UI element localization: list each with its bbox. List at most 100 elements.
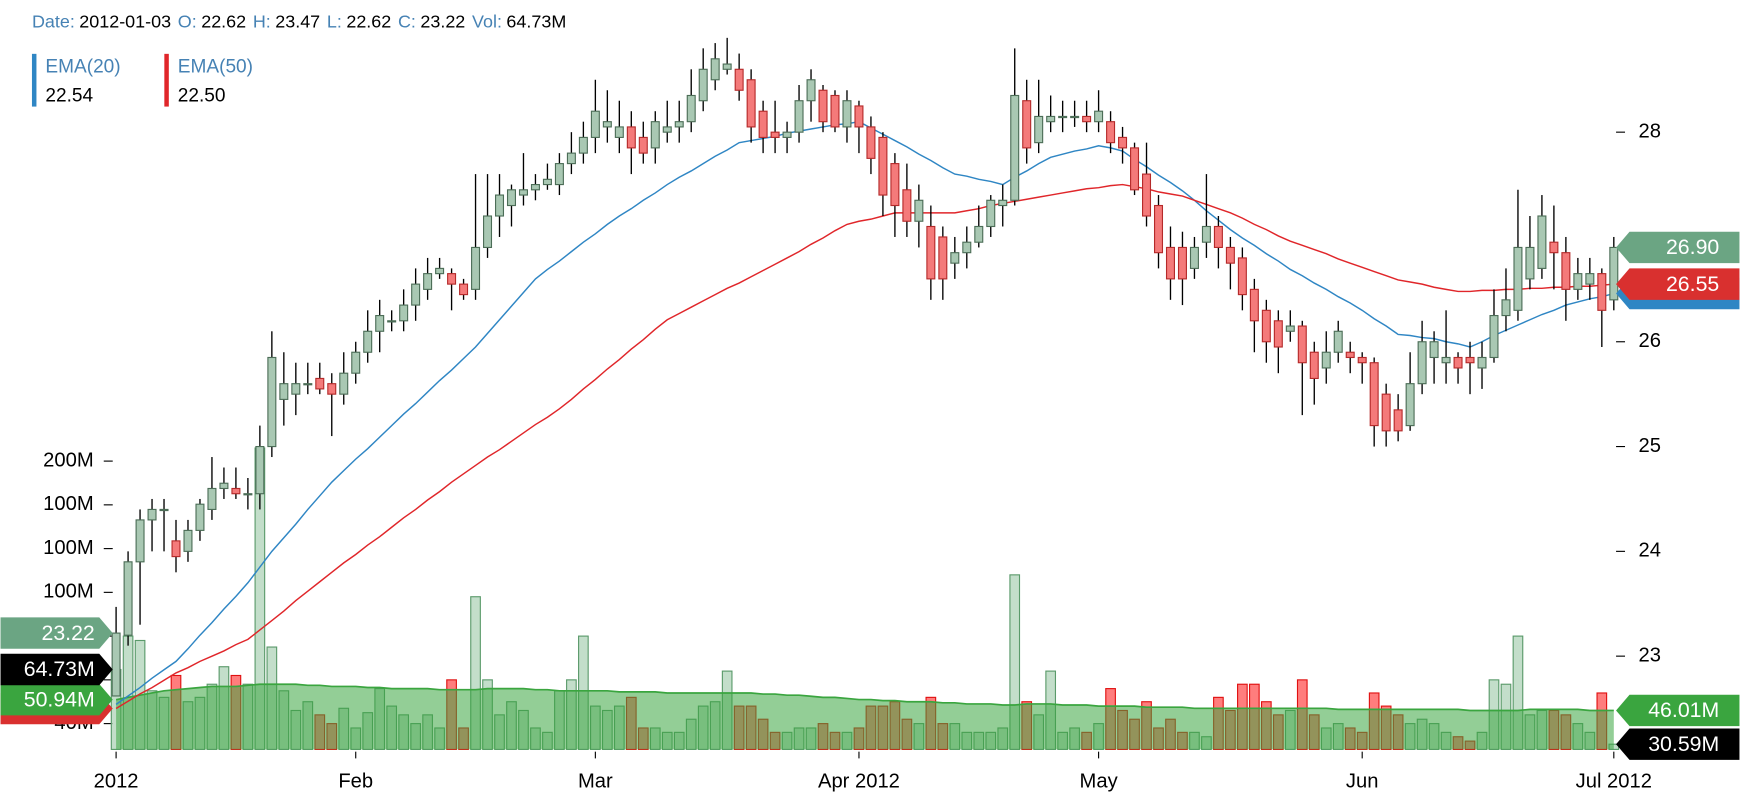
candle-body [1153, 204, 1164, 254]
x-tick-label: Apr 2012 [818, 770, 900, 792]
candle-body [854, 105, 864, 128]
y-tick-label: 23 [1638, 644, 1660, 666]
header-label: O: [178, 11, 197, 31]
candle-body [1357, 356, 1367, 364]
candle-body [1597, 273, 1607, 311]
header-value: 23.47 [275, 11, 320, 31]
legend-name: EMA(50) [178, 56, 253, 77]
candle-body [1333, 330, 1343, 353]
candle-body [1429, 341, 1439, 359]
candle-body [1417, 341, 1427, 385]
candle-body [602, 121, 612, 128]
x-tick-label: Jul 2012 [1576, 770, 1652, 792]
x-tick-label: Feb [338, 770, 373, 792]
candle-body [626, 126, 636, 149]
candle-body [1237, 257, 1247, 296]
candle-body [962, 241, 972, 254]
header-value: 23.22 [420, 11, 465, 31]
value-tag [0, 683, 113, 716]
value-tag-label: 64.73M [24, 657, 95, 681]
candle-body [315, 377, 325, 390]
candle-body [1130, 147, 1140, 191]
y2-tick-label: 100M [43, 581, 93, 603]
candle-body [327, 383, 337, 395]
value-tag [1616, 268, 1740, 300]
candle-body [986, 199, 996, 228]
candle-body [830, 94, 840, 128]
candle-body [614, 126, 624, 138]
candle-body [1010, 94, 1020, 201]
candle-body [1213, 225, 1223, 249]
candle-body [1058, 115, 1068, 119]
candle-body [1393, 409, 1403, 432]
value-tag-label: 30.59M [1648, 732, 1719, 756]
candle-body [1189, 246, 1199, 269]
candle-body [566, 152, 576, 165]
candle-body [255, 445, 265, 495]
value-tag [0, 653, 113, 686]
legend-swatch [164, 53, 169, 107]
candle-body [698, 68, 708, 102]
candle-body [578, 136, 588, 154]
candle-body [1046, 115, 1056, 123]
candle-body [447, 273, 457, 285]
candle-body [818, 89, 828, 123]
candle-body [950, 252, 960, 264]
y-tick-label: 28 [1638, 120, 1660, 142]
candle-body [1585, 273, 1595, 285]
candle-body [1070, 115, 1080, 119]
candle-body [1345, 351, 1355, 359]
volume-bar [470, 596, 481, 750]
candle-body [267, 356, 277, 448]
candle-body [1441, 356, 1451, 364]
x-tick-label: Jun [1346, 770, 1379, 792]
header-value: 22.62 [201, 11, 246, 31]
candle-body [135, 519, 145, 563]
candle-body [351, 351, 361, 374]
value-tag-label: 50.94M [24, 687, 95, 711]
candle-body [914, 199, 924, 222]
candle-body [1309, 351, 1319, 379]
candle-body [399, 304, 409, 322]
candle-body [662, 126, 672, 133]
candle-body [471, 246, 481, 290]
value-tag [0, 617, 113, 649]
candle-body [722, 63, 732, 70]
header-value: 64.73M [506, 11, 566, 31]
candle-body [423, 273, 433, 290]
candle-body [483, 215, 493, 249]
header-label: Vol: [472, 11, 502, 31]
candle-body [1022, 100, 1032, 149]
legend-name: EMA(20) [45, 56, 120, 77]
candle-body [375, 314, 385, 332]
candle-body [1369, 362, 1379, 427]
candle-body [890, 163, 900, 207]
candle-body [1465, 356, 1475, 364]
candle-body [1034, 115, 1044, 144]
candle-body [926, 225, 936, 280]
candle-body [794, 100, 804, 133]
ema-line [115, 120, 1614, 705]
candle-body [806, 79, 816, 102]
candle-body [411, 283, 421, 306]
candle-body [111, 632, 121, 697]
legend-value: 22.50 [178, 86, 226, 107]
candle-body [1573, 273, 1583, 290]
y-tick-label: 24 [1638, 540, 1660, 562]
y2-tick-label: 100M [43, 493, 93, 515]
candle-body [243, 493, 253, 496]
candle-body [1321, 351, 1331, 369]
candle-body [686, 94, 696, 123]
candle-body [902, 189, 912, 222]
value-tag [1616, 694, 1740, 727]
candle-body [1561, 252, 1571, 290]
candle-body [1549, 241, 1559, 254]
candle-body [279, 383, 289, 400]
candle-body [530, 184, 540, 191]
candle-body [159, 508, 169, 512]
header-label: C: [398, 11, 416, 31]
legend-value: 22.54 [45, 86, 93, 107]
candle-body [938, 236, 948, 280]
header-value: 2012-01-03 [79, 11, 171, 31]
legend-swatch [31, 53, 37, 107]
